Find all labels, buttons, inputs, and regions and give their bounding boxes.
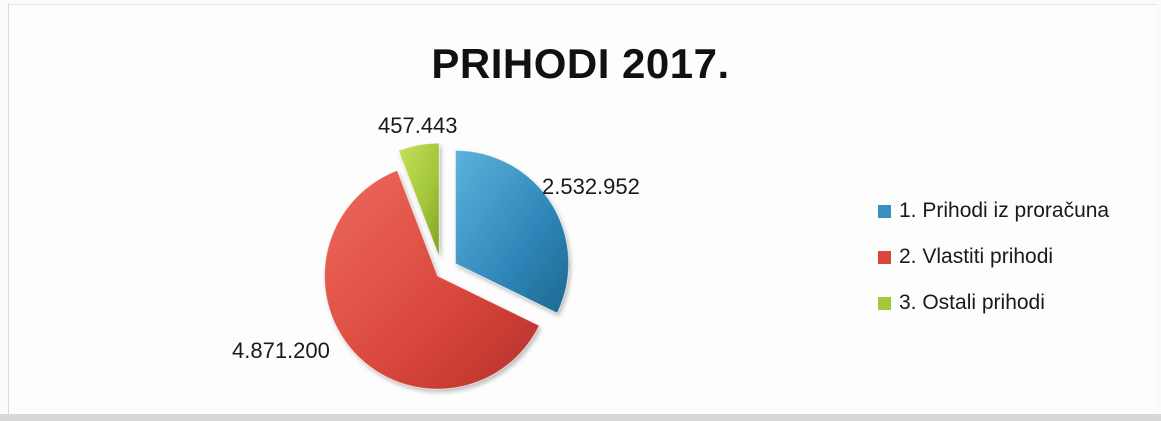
pie-slice-ostali-prihodi xyxy=(398,142,440,257)
pie-slices xyxy=(324,142,570,390)
legend-item-prihodi-iz-proracuna: 1. Prihodi iz proračuna xyxy=(878,198,1109,224)
legend-label: 3. Ostali prihodi xyxy=(899,291,1045,314)
bottom-edge xyxy=(0,414,1161,421)
legend-swatch-red xyxy=(878,250,891,264)
legend-label: 2. Vlastiti prihodi xyxy=(899,245,1054,268)
chart-title: PRIHODI 2017. xyxy=(431,40,730,87)
data-label-prihodi-iz-proracuna: 2.532.952 xyxy=(542,174,640,199)
pie-slice-vlastiti-prihodi xyxy=(324,169,540,390)
legend-swatch-blue xyxy=(878,204,891,218)
data-label-ostali-prihodi: 457.443 xyxy=(378,113,458,138)
chart-legend: 1. Prihodi iz proračuna 2. Vlastiti prih… xyxy=(878,198,1109,336)
legend-item-ostali-prihodi: 3. Ostali prihodi xyxy=(878,290,1109,316)
chart-area xyxy=(8,4,1157,415)
pie-slice-prihodi-iz-proracuna xyxy=(455,150,570,314)
legend-swatch-green xyxy=(878,296,891,310)
legend-label: 1. Prihodi iz proračuna xyxy=(899,199,1110,222)
data-label-vlastiti-prihodi: 4.871.200 xyxy=(232,338,330,363)
legend-item-vlastiti-prihodi: 2. Vlastiti prihodi xyxy=(878,244,1109,270)
